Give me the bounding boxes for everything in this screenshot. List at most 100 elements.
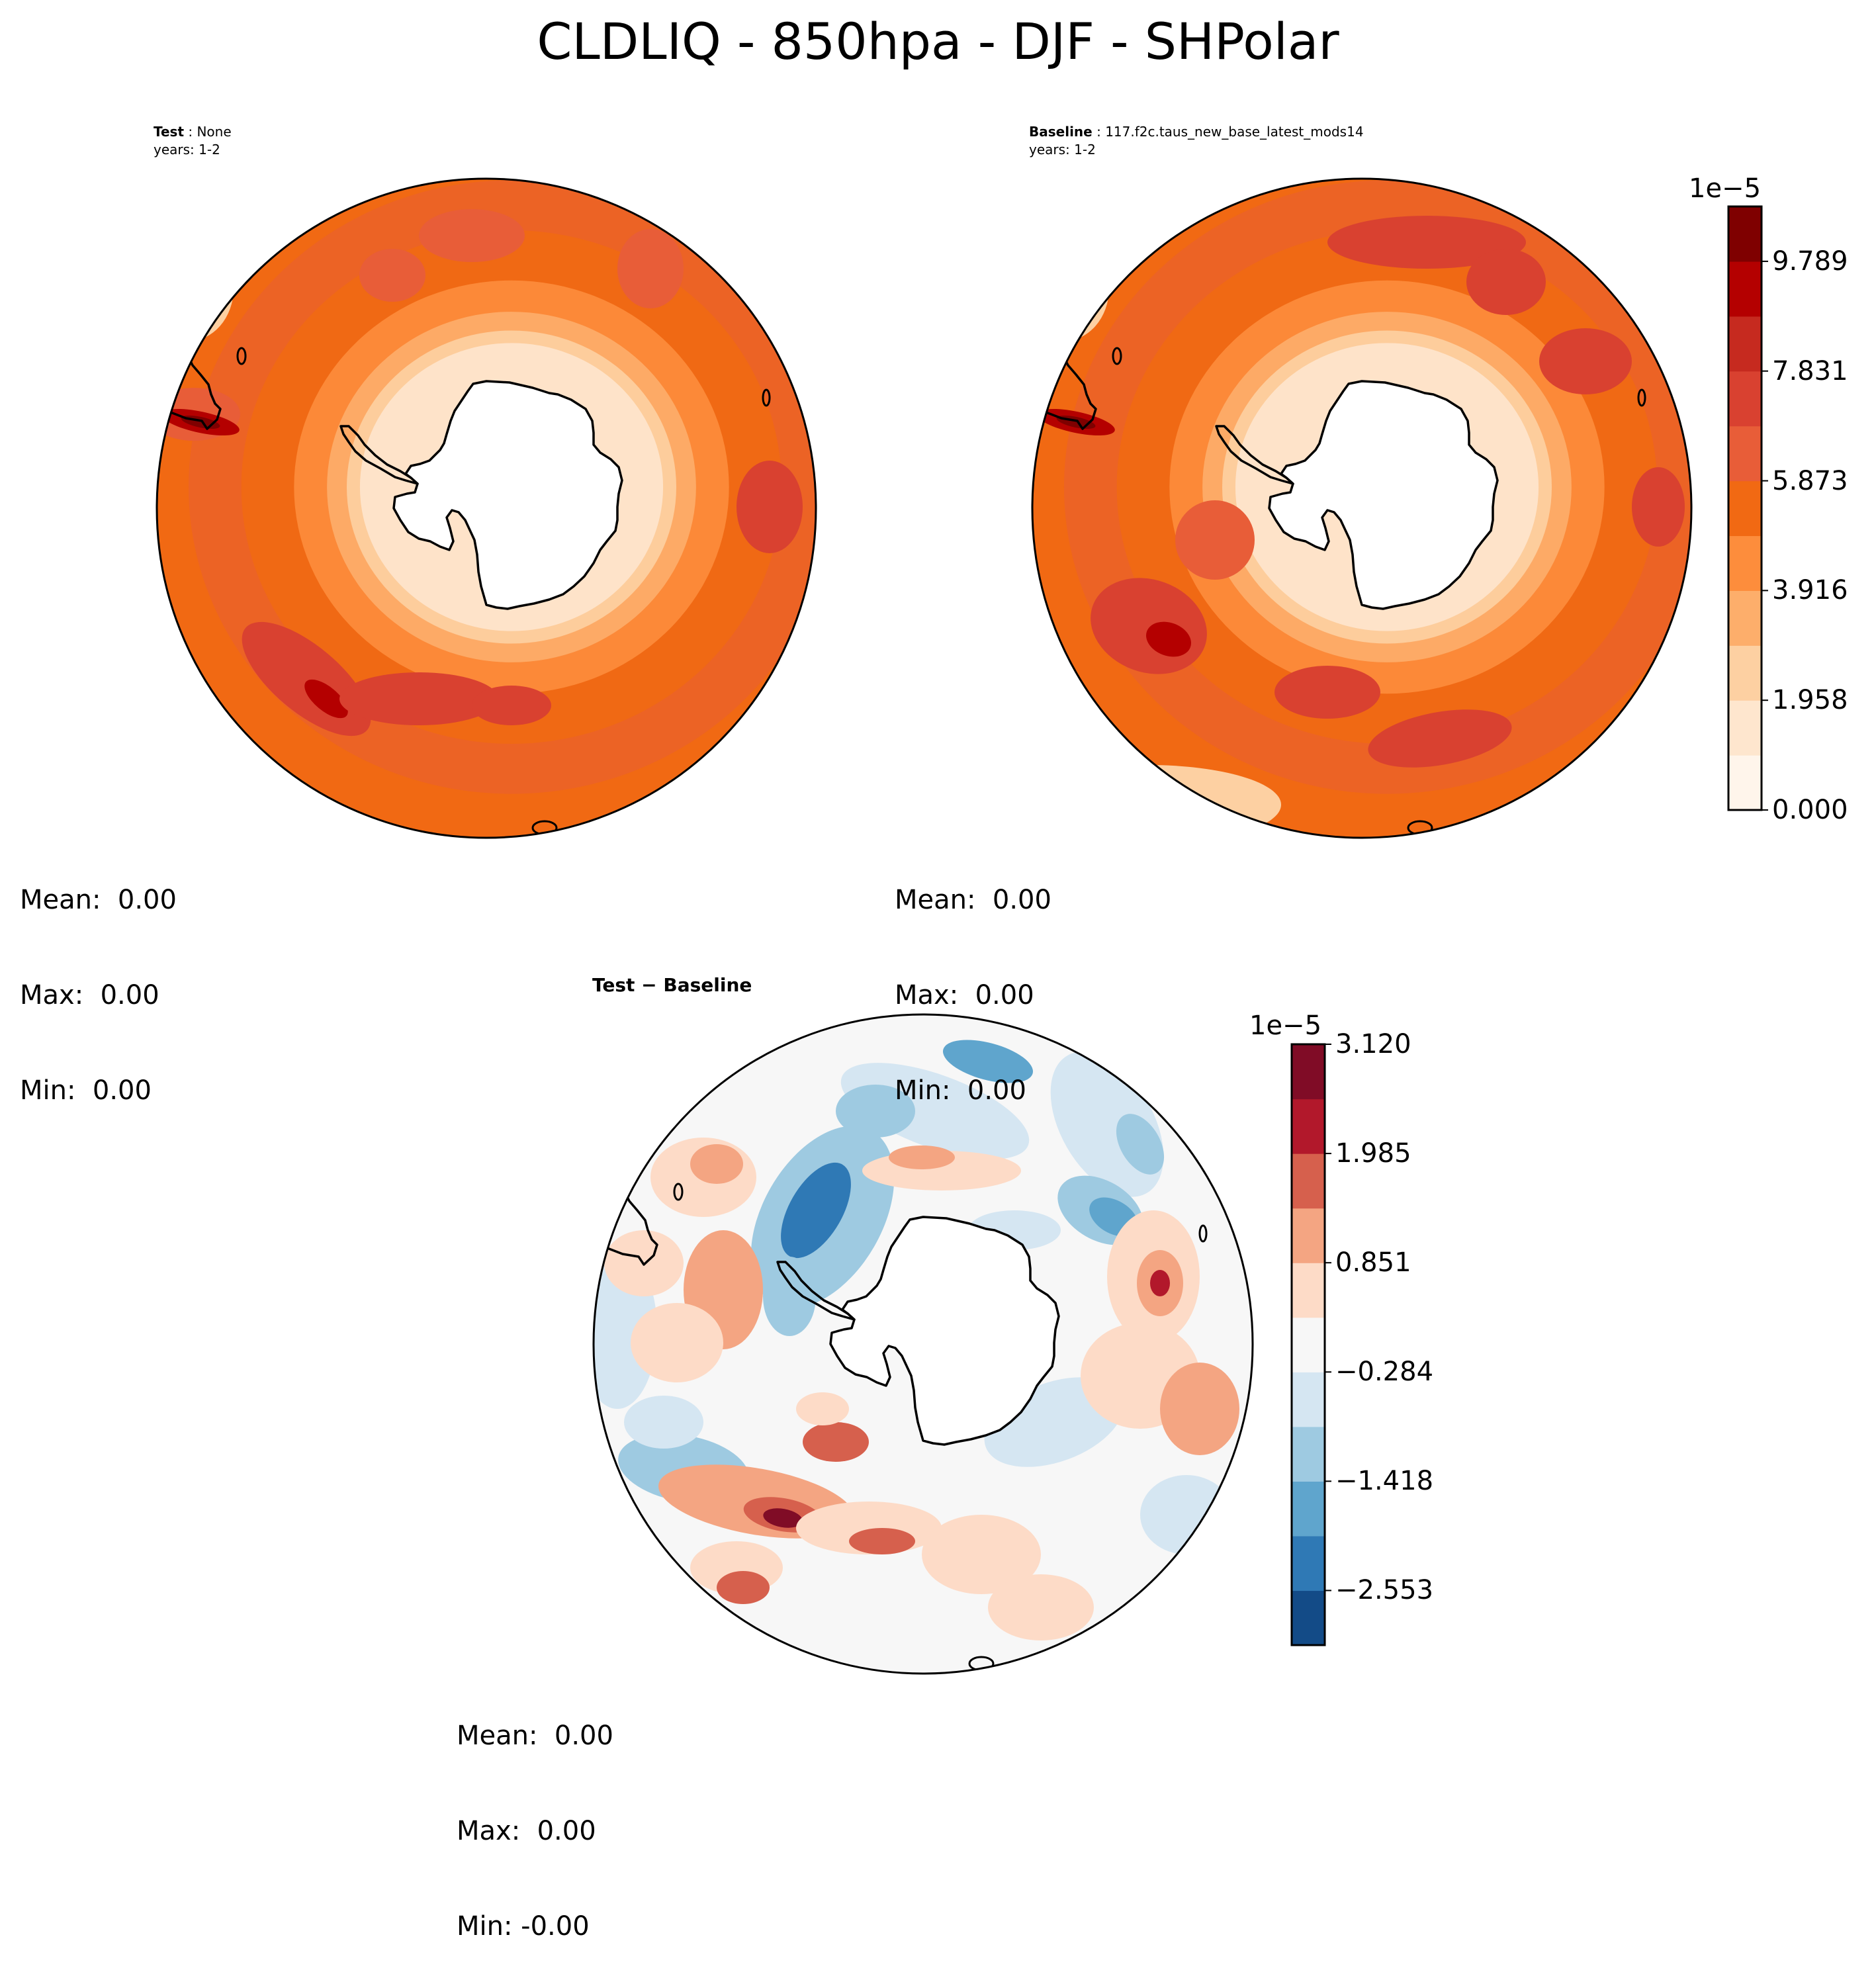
diff-contour-1 [942,1040,1034,1083]
diff-island-1 [1198,1224,1208,1243]
diff-colorbar [1290,1043,1331,1646]
baseline-min: Min: 0.00 [895,1075,1026,1106]
diff-stats: Mean: 0.00 Max: 0.00 Min: -0.00 [457,1656,613,1974]
diff-contour-7 [763,1257,816,1336]
test-mean: Mean: 0.00 [20,885,177,915]
diff-colorbar-swatch-6 [1292,1263,1325,1318]
diff-colorbar-swatch-1 [1292,1535,1325,1592]
baseline-contour-10 [1032,262,1083,341]
baseline-label-bold: Baseline [1029,124,1093,140]
diff-colorbar-swatch-10 [1292,1044,1325,1100]
main-colorbar-swatch-5 [1728,480,1762,537]
diff-contour-30 [1150,1270,1170,1296]
main-colorbar-swatch-0 [1728,755,1762,811]
diff-colorbar-swatch-8 [1292,1153,1325,1209]
main-colorbar-tick-label-0: 0.000 [1772,795,1848,825]
diff-antarctica-coastline [829,1216,1060,1446]
diff-contour-35 [988,1574,1094,1640]
main-colorbar-swatch-8 [1728,316,1762,372]
diff-peninsula-coastline [776,1261,856,1321]
diff-colorbar-frame [1290,1043,1326,1646]
diff-contour-16 [690,1144,743,1184]
diff-colorbar-swatch-3 [1292,1426,1325,1482]
main-colorbar-exponent: 1e−5 [1689,173,1762,204]
main-colorbar-tick-label-1: 1.958 [1772,685,1848,716]
baseline-mean: Mean: 0.00 [895,885,1051,915]
diff-colorbar-swatch-4 [1292,1372,1325,1427]
baseline-contour-8 [1175,500,1255,580]
baseline-contour-9 [1032,236,1109,341]
diff-colorbar-ticks: −2.553 −1.418 −0.284 0.851 1.985 3.120 [1325,1029,1457,1645]
diff-contour-11 [624,1396,703,1449]
baseline-map [1031,177,1693,839]
test-contour-7 [157,236,234,341]
test-label-bold: Test [154,124,185,140]
diff-contour-36 [1160,1363,1239,1455]
diff-max: Max: 0.00 [457,1816,596,1846]
test-peninsula-coastline [339,425,419,485]
baseline-contour-6 [1368,709,1512,768]
baseline-island-0 [1112,347,1122,365]
baseline-contour-1 [1146,621,1191,657]
diff-mean: Mean: 0.00 [457,1721,613,1751]
test-years: years: 1-2 [154,142,220,157]
diff-contour-6 [781,1162,851,1259]
main-colorbar-swatch-7 [1728,371,1762,427]
baseline-stats: Mean: 0.00 Max: 0.00 Min: 0.00 [895,821,1051,1138]
diff-contour-4 [1116,1114,1165,1175]
main-colorbar-swatch-2 [1728,645,1762,701]
baseline-island-1 [1637,388,1646,407]
diff-map-boundary [592,1013,1254,1675]
test-contour-3 [472,686,551,725]
test-map-boundary [156,177,817,839]
baseline-contour-7 [1274,666,1380,719]
main-colorbar-tick-label-2: 3.916 [1772,575,1848,606]
baseline-max: Max: 0.00 [895,980,1034,1010]
diff-contour-2 [836,1085,915,1138]
diff-contour-25 [849,1528,915,1554]
baseline-panel-label: Baseline : 117.f2c.taus_new_base_latest_… [1029,123,1364,159]
diff-contour-18 [631,1303,723,1382]
baseline-years: years: 1-2 [1029,142,1096,157]
test-max: Max: 0.00 [20,980,159,1010]
diff-contour-21 [763,1508,803,1528]
main-colorbar-tick-label-4: 7.831 [1772,355,1848,386]
diff-colorbar-tick-label-4: 1.985 [1335,1138,1411,1169]
test-contour-4 [737,461,803,553]
main-colorbar-tick-label-3: 5.873 [1772,465,1848,496]
baseline-map-boundary [1031,177,1693,839]
main-colorbar-swatch-4 [1728,535,1762,591]
test-contour-1 [304,679,348,719]
diff-colorbar-tick-label-5: 3.120 [1335,1029,1411,1059]
diff-island-0 [673,1183,684,1201]
baseline-label-text: : 117.f2c.taus_new_base_latest_mods14 [1092,124,1364,140]
diff-colorbar-swatch-9 [1292,1099,1325,1154]
test-map [156,177,817,839]
test-contour-5 [419,209,525,262]
diff-map [592,1013,1254,1675]
diff-min: Min: -0.00 [457,1911,590,1942]
baseline-antarctica-coastline [1268,380,1499,610]
diff-colorbar-swatch-0 [1292,1590,1325,1646]
test-contour-6 [359,249,425,302]
test-contour-2 [339,672,498,725]
diff-panel-title: Test − Baseline [592,974,752,996]
main-colorbar-frame [1727,205,1763,811]
figure-title: CLDLIQ - 850hpa - DJF - SHPolar [537,12,1339,71]
diff-colorbar-tick-label-2: −0.284 [1335,1357,1434,1388]
main-colorbar-tick-label-5: 9.789 [1772,246,1848,277]
baseline-peninsula-coastline [1215,425,1294,485]
diff-colorbar-swatch-5 [1292,1317,1325,1372]
diff-contour-34 [922,1515,1041,1594]
baseline-contour-4 [1539,328,1632,394]
main-colorbar-swatch-3 [1728,590,1762,646]
test-island-1 [762,388,771,407]
baseline-contour-2 [1327,216,1526,269]
diff-contour-23 [717,1571,770,1604]
diff-contour-26 [803,1422,869,1462]
main-colorbar-ticks: 0.000 1.958 3.916 5.873 7.831 9.789 [1762,206,1874,825]
diff-colorbar-exponent: 1e−5 [1249,1010,1322,1041]
diff-colorbar-tick-label-3: 0.851 [1335,1247,1411,1279]
diff-colorbar-swatch-7 [1292,1208,1325,1263]
diff-colorbar-tick-label-1: −1.418 [1335,1466,1434,1497]
